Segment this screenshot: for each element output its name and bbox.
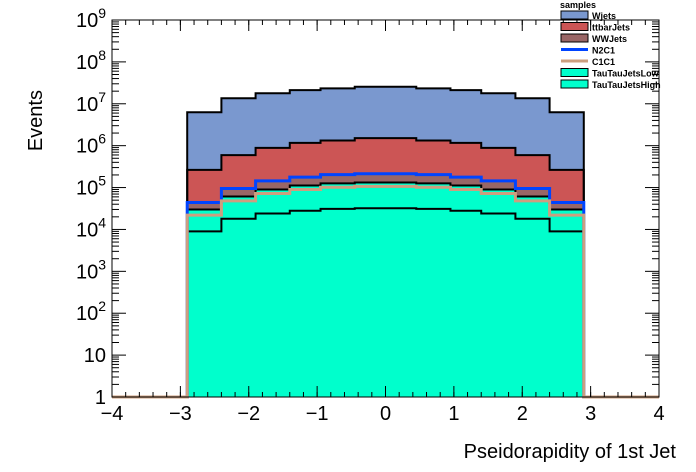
x-tick-label: −4 [101, 403, 124, 425]
overlay-line-c1c1 [112, 184, 659, 399]
legend-label-wwjets: WWJets [592, 34, 627, 44]
y-tick-label: 102 [76, 298, 106, 325]
y-tick-label: 104 [76, 214, 106, 241]
x-tick-label: −2 [237, 403, 260, 425]
y-axis-label: Events [25, 90, 47, 151]
legend-label-tautaujetslow: TauTauJetsLow [592, 69, 660, 79]
overlay-lines [112, 172, 659, 399]
legend-swatch-tautaujetslow [560, 68, 589, 77]
y-tick-label: 1 [95, 387, 106, 409]
legend-label-ttbarjets: ttbarJets [592, 23, 630, 33]
legend-title: samples [560, 0, 596, 10]
y-tick-label: 106 [76, 131, 106, 158]
legend-label-n2c1: N2C1 [592, 46, 615, 56]
legend-label-tautaujetshigh: TauTauJetsHigh [592, 80, 661, 90]
legend-swatch-ttbarjets [560, 22, 589, 31]
y-axis-ticks: 1 10 102 103 104 105 106 107 108 109 [76, 5, 659, 409]
x-tick-label: −1 [306, 403, 329, 425]
y-tick-label: 103 [76, 256, 106, 283]
stack-fills [112, 85, 659, 398]
legend-label-wjets: Wjets [592, 11, 616, 21]
x-tick-label: 0 [380, 403, 391, 425]
stack-outline-wjets [112, 85, 659, 398]
x-tick-label: 4 [653, 403, 664, 425]
y-tick-label: 107 [76, 89, 106, 116]
stack-outline-tautaujetshigh [112, 207, 659, 398]
x-tick-label: 2 [517, 403, 528, 425]
stack-fill-tautaujetshigh [187, 208, 584, 397]
y-tick-label: 105 [76, 173, 106, 200]
y-tick-label: 109 [76, 5, 106, 32]
x-axis-label: Pseidorapidity of 1st Jet [464, 441, 677, 463]
y-tick-label: 10 [84, 345, 106, 367]
overlay-line-n2c1 [112, 172, 659, 399]
stack-outline-ttbarjets [112, 137, 659, 398]
y-tick-label: 108 [76, 47, 106, 74]
legend-swatch-wwjets [560, 33, 589, 43]
x-tick-label: 1 [448, 403, 459, 425]
legend-swatch-tautaujetshigh [560, 79, 589, 89]
legend-swatch-wjets [560, 10, 589, 20]
stack-outline-tautaujetslow [112, 181, 659, 398]
x-tick-label: −3 [169, 403, 192, 425]
x-tick-label: 3 [585, 403, 596, 425]
legend-label-c1c1: C1C1 [592, 57, 615, 67]
